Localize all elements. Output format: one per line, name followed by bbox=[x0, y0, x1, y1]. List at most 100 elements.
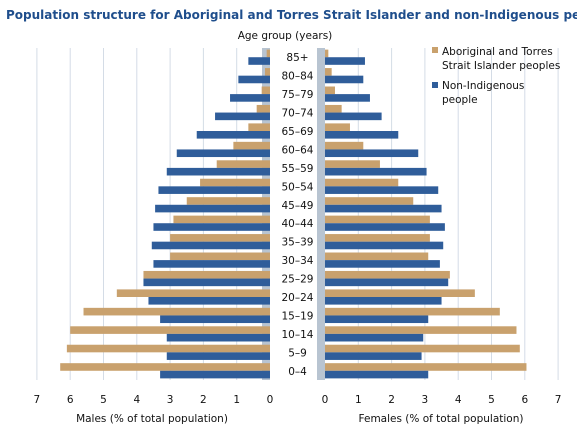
bar-non-indigenous-females-age-3 bbox=[325, 112, 382, 121]
left-axis-band bbox=[262, 48, 270, 380]
bar-indigenous-males-age-11 bbox=[170, 252, 270, 261]
bar-non-indigenous-males-age-6 bbox=[166, 167, 270, 176]
bar-indigenous-females-age-0 bbox=[325, 49, 329, 58]
bar-non-indigenous-females-age-16 bbox=[325, 352, 422, 360]
age-label-age-14: 15–19 bbox=[282, 310, 314, 322]
bar-indigenous-males-age-14 bbox=[83, 307, 271, 316]
age-label-age-12: 25–29 bbox=[282, 274, 314, 286]
age-label-age-7: 50–54 bbox=[282, 181, 314, 193]
bar-non-indigenous-females-age-8 bbox=[325, 204, 442, 213]
bar-indigenous-males-age-12 bbox=[143, 270, 270, 279]
bar-indigenous-males-age-13 bbox=[116, 289, 270, 297]
bar-indigenous-males-age-3 bbox=[256, 104, 270, 113]
age-label-age-8: 45–49 bbox=[282, 200, 314, 212]
bar-non-indigenous-females-age-10 bbox=[325, 241, 444, 250]
bar-indigenous-males-age-16 bbox=[66, 344, 271, 353]
bar-indigenous-females-age-10 bbox=[325, 234, 430, 242]
bar-indigenous-females-age-14 bbox=[325, 307, 500, 316]
bar-non-indigenous-females-age-4 bbox=[325, 131, 399, 139]
bar-non-indigenous-females-age-1 bbox=[325, 75, 364, 84]
tick-label-males-4: 4 bbox=[133, 394, 140, 406]
tick-label-females-4: 4 bbox=[455, 394, 462, 406]
bar-non-indigenous-females-age-11 bbox=[325, 260, 440, 268]
age-label-age-15: 10–14 bbox=[282, 329, 314, 341]
legend-swatch-indigenous bbox=[432, 47, 438, 53]
bar-non-indigenous-males-age-11 bbox=[153, 260, 270, 268]
age-label-age-9: 40–44 bbox=[282, 218, 314, 230]
chart-title: Population structure for Aboriginal and … bbox=[6, 8, 577, 22]
age-label-age-17: 0–4 bbox=[288, 366, 307, 378]
bar-indigenous-males-age-15 bbox=[70, 326, 270, 334]
bar-non-indigenous-males-age-16 bbox=[166, 352, 270, 360]
bar-indigenous-males-age-2 bbox=[261, 86, 270, 95]
bar-indigenous-females-age-4 bbox=[325, 123, 350, 131]
tick-label-females-0: 0 bbox=[322, 394, 329, 406]
tick-label-males-5: 5 bbox=[100, 394, 107, 406]
bar-indigenous-females-age-7 bbox=[325, 178, 399, 187]
bar-non-indigenous-males-age-13 bbox=[148, 297, 270, 305]
bar-non-indigenous-males-age-1 bbox=[238, 75, 270, 84]
bar-indigenous-females-age-11 bbox=[325, 252, 429, 261]
tick-label-males-7: 7 bbox=[34, 394, 41, 406]
bar-indigenous-males-age-5 bbox=[233, 141, 270, 150]
bar-indigenous-males-age-7 bbox=[200, 178, 270, 187]
bar-non-indigenous-females-age-14 bbox=[325, 315, 429, 324]
legend: Aboriginal and Torres Strait Islander pe… bbox=[432, 46, 560, 106]
tick-label-females-5: 5 bbox=[488, 394, 495, 406]
gridlines bbox=[36, 48, 559, 380]
bar-indigenous-females-age-6 bbox=[325, 160, 380, 168]
bar-non-indigenous-females-age-6 bbox=[325, 167, 427, 176]
tick-label-females-1: 1 bbox=[355, 394, 362, 406]
bar-indigenous-females-age-15 bbox=[325, 326, 517, 334]
tick-label-males-6: 6 bbox=[67, 394, 74, 406]
bar-non-indigenous-males-age-0 bbox=[248, 57, 270, 65]
tick-label-females-7: 7 bbox=[555, 394, 562, 406]
bar-indigenous-females-age-16 bbox=[325, 344, 520, 353]
bar-non-indigenous-females-age-13 bbox=[325, 297, 442, 305]
bar-non-indigenous-males-age-10 bbox=[151, 241, 270, 250]
age-label-age-4: 65–69 bbox=[282, 126, 314, 138]
age-label-age-0: 85+ bbox=[286, 52, 308, 64]
tick-label-males-2: 2 bbox=[200, 394, 207, 406]
bar-indigenous-males-age-10 bbox=[170, 234, 270, 242]
bar-non-indigenous-females-age-15 bbox=[325, 333, 424, 342]
tick-label-males-3: 3 bbox=[167, 394, 174, 406]
bar-indigenous-males-age-6 bbox=[216, 160, 270, 168]
bar-indigenous-males-age-4 bbox=[248, 123, 270, 131]
tick-labels: 0 0 1 1 2 2 3 3 4 4 5 5 6 6 7 7 bbox=[34, 394, 562, 406]
bar-non-indigenous-females-age-5 bbox=[325, 149, 419, 158]
age-label-age-16: 5–9 bbox=[288, 347, 307, 359]
bar-indigenous-females-age-1 bbox=[325, 68, 332, 76]
bar-non-indigenous-males-age-5 bbox=[176, 149, 270, 158]
bar-non-indigenous-females-age-0 bbox=[325, 57, 365, 65]
legend-swatch-non-indigenous bbox=[432, 82, 438, 88]
bar-indigenous-males-age-1 bbox=[265, 68, 270, 76]
bars bbox=[60, 49, 527, 379]
bar-non-indigenous-males-age-3 bbox=[215, 112, 270, 121]
bar-non-indigenous-males-age-9 bbox=[153, 223, 270, 231]
bar-indigenous-males-age-0 bbox=[266, 49, 270, 58]
age-label-age-2: 75–79 bbox=[282, 89, 314, 101]
legend-label-indigenous-line1: Aboriginal and Torres bbox=[442, 46, 553, 58]
bar-indigenous-females-age-17 bbox=[325, 363, 527, 371]
bar-non-indigenous-females-age-17 bbox=[325, 370, 429, 379]
tick-label-females-3: 3 bbox=[422, 394, 429, 406]
bar-indigenous-males-age-17 bbox=[60, 363, 271, 371]
bar-non-indigenous-males-age-17 bbox=[160, 370, 270, 379]
bar-non-indigenous-males-age-15 bbox=[166, 333, 270, 342]
bar-indigenous-females-age-13 bbox=[325, 289, 475, 297]
legend-label-non-indigenous-line2: people bbox=[442, 94, 478, 106]
bar-indigenous-males-age-9 bbox=[173, 215, 270, 224]
bar-non-indigenous-males-age-2 bbox=[230, 94, 270, 102]
bar-indigenous-females-age-9 bbox=[325, 215, 430, 224]
bar-non-indigenous-females-age-2 bbox=[325, 94, 370, 102]
bar-indigenous-females-age-8 bbox=[325, 197, 414, 205]
tick-label-males-0: 0 bbox=[267, 394, 274, 406]
tick-label-females-2: 2 bbox=[388, 394, 395, 406]
bar-non-indigenous-males-age-4 bbox=[196, 131, 270, 139]
females-axis-label: Females (% of total population) bbox=[359, 413, 524, 425]
tick-label-males-1: 1 bbox=[233, 394, 240, 406]
age-label-age-10: 35–39 bbox=[282, 237, 314, 249]
bar-indigenous-females-age-3 bbox=[325, 104, 342, 113]
